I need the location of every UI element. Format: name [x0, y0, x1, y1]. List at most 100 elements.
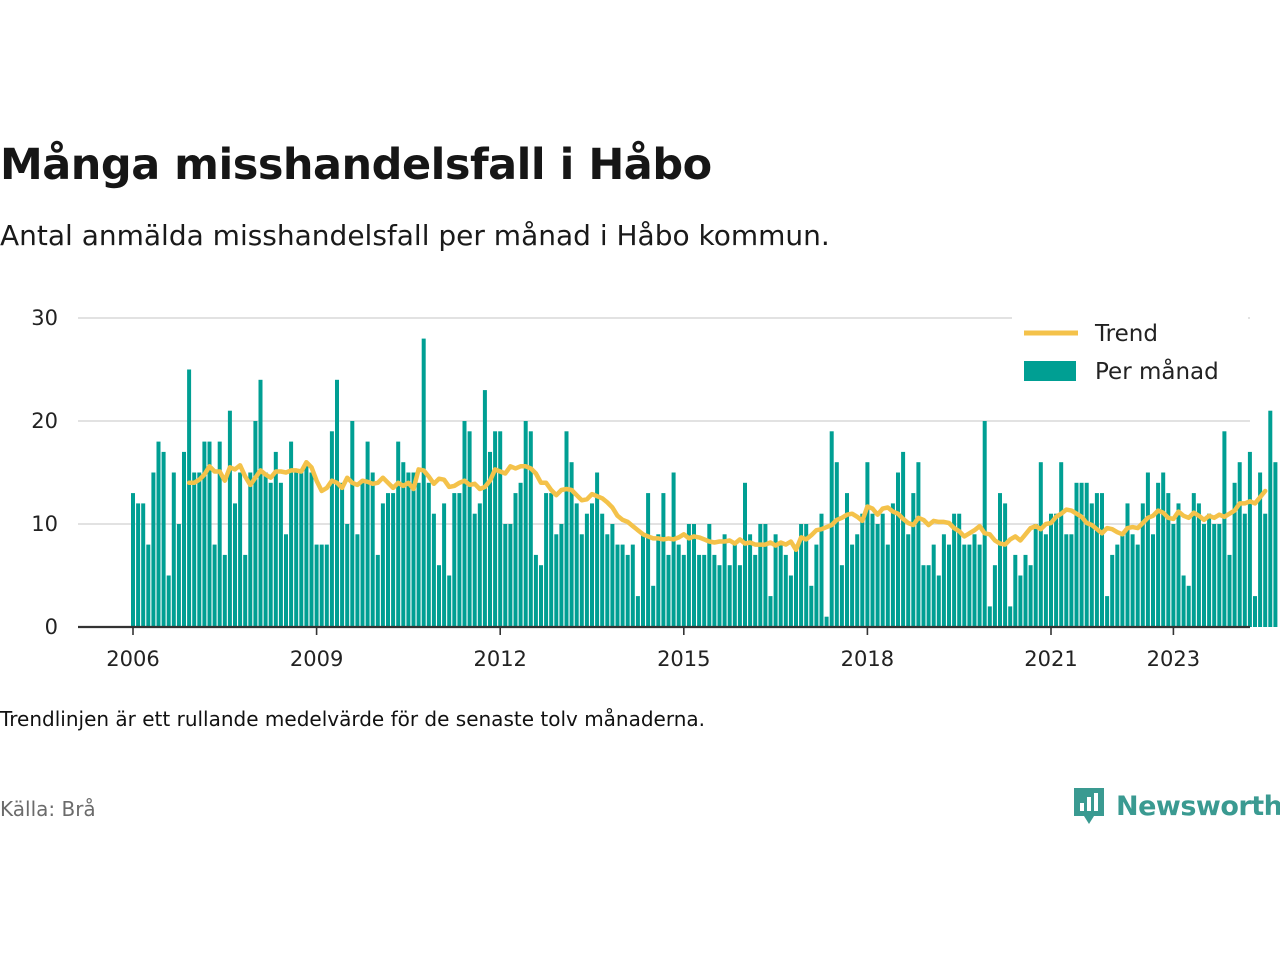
bar	[610, 524, 615, 627]
bar	[1115, 544, 1120, 627]
legend-label-per-month: Per månad	[1095, 357, 1219, 385]
bar	[809, 585, 814, 627]
bar	[284, 534, 288, 627]
bar	[998, 493, 1002, 627]
brand-logo-block: Newsworthy	[1072, 785, 1280, 827]
bar	[467, 431, 472, 627]
bar	[1151, 534, 1155, 627]
chart-title: Många misshandelsfall i Håbo	[0, 140, 712, 190]
bar	[1018, 575, 1023, 627]
bar	[707, 524, 712, 627]
bar	[273, 451, 278, 627]
x-tick-label: 2023	[1147, 647, 1200, 671]
bar	[508, 524, 513, 627]
bar	[498, 431, 503, 627]
bar	[870, 513, 875, 627]
bar	[901, 451, 906, 627]
bar	[544, 493, 549, 627]
bar	[462, 421, 467, 627]
x-tick-label: 2012	[473, 647, 526, 671]
bar	[646, 493, 651, 627]
bar	[651, 585, 656, 627]
bar	[238, 472, 243, 627]
bar	[1100, 493, 1104, 627]
bar	[202, 441, 207, 627]
bar	[625, 554, 630, 627]
bar	[182, 451, 186, 627]
bar	[834, 462, 839, 627]
bar	[661, 493, 666, 627]
y-tick-label: 0	[45, 615, 58, 639]
bar	[666, 554, 671, 627]
bar	[263, 472, 268, 627]
axes: 0 10 20 30 2006 2009 2012 2015 2018 2021 2023	[31, 306, 1250, 671]
bar	[518, 482, 523, 627]
bar	[768, 596, 773, 627]
x-tick-label: 2015	[657, 647, 710, 671]
bar	[1059, 462, 1064, 627]
legend-label-trend: Trend	[1094, 321, 1158, 347]
bar	[681, 554, 686, 627]
bar	[1013, 554, 1018, 627]
bar	[1232, 482, 1237, 627]
bar	[1222, 431, 1227, 627]
bar	[671, 472, 676, 627]
bar	[1028, 565, 1033, 627]
bar	[299, 472, 304, 627]
bar	[151, 472, 156, 627]
bar	[1135, 544, 1140, 627]
bar	[380, 503, 385, 627]
bar	[977, 544, 982, 627]
bar	[1054, 513, 1059, 627]
bar	[1176, 503, 1181, 627]
bar	[161, 451, 166, 627]
bar	[411, 472, 416, 627]
bar	[472, 513, 477, 627]
bar	[549, 493, 554, 627]
bar	[635, 596, 640, 627]
bar	[1156, 482, 1161, 627]
bar	[386, 493, 390, 627]
bar	[304, 462, 309, 627]
bar	[936, 575, 941, 627]
bar	[1084, 482, 1089, 627]
bar	[1171, 524, 1176, 627]
bar	[1166, 493, 1171, 627]
bar	[1105, 596, 1110, 627]
x-tick-label: 2018	[841, 647, 894, 671]
bar	[187, 369, 192, 627]
bar	[131, 493, 135, 627]
bar	[620, 544, 625, 627]
bar	[233, 503, 237, 627]
bar	[365, 441, 370, 627]
bar	[294, 472, 299, 627]
bar	[345, 524, 350, 627]
bar	[1140, 503, 1145, 627]
bar	[207, 441, 212, 627]
bar	[355, 534, 360, 627]
bar	[212, 544, 217, 627]
bar	[416, 482, 421, 627]
bar	[850, 544, 855, 627]
bar	[579, 534, 584, 627]
bar	[329, 431, 334, 627]
bar	[319, 544, 324, 627]
x-tick-label: 2021	[1024, 647, 1077, 671]
bar	[814, 544, 819, 627]
bar	[656, 534, 661, 627]
bar	[457, 493, 462, 627]
bar	[845, 493, 849, 627]
bar	[1069, 534, 1074, 627]
bar	[957, 513, 962, 627]
bar	[763, 524, 768, 627]
trend-series	[186, 459, 1268, 553]
bar	[737, 565, 742, 627]
bar	[590, 503, 594, 627]
bar	[880, 513, 885, 627]
bar	[1074, 482, 1079, 627]
bar	[335, 379, 339, 627]
bar	[916, 462, 921, 627]
bar-series	[131, 338, 1278, 627]
bar	[605, 534, 610, 627]
bar	[839, 565, 844, 627]
